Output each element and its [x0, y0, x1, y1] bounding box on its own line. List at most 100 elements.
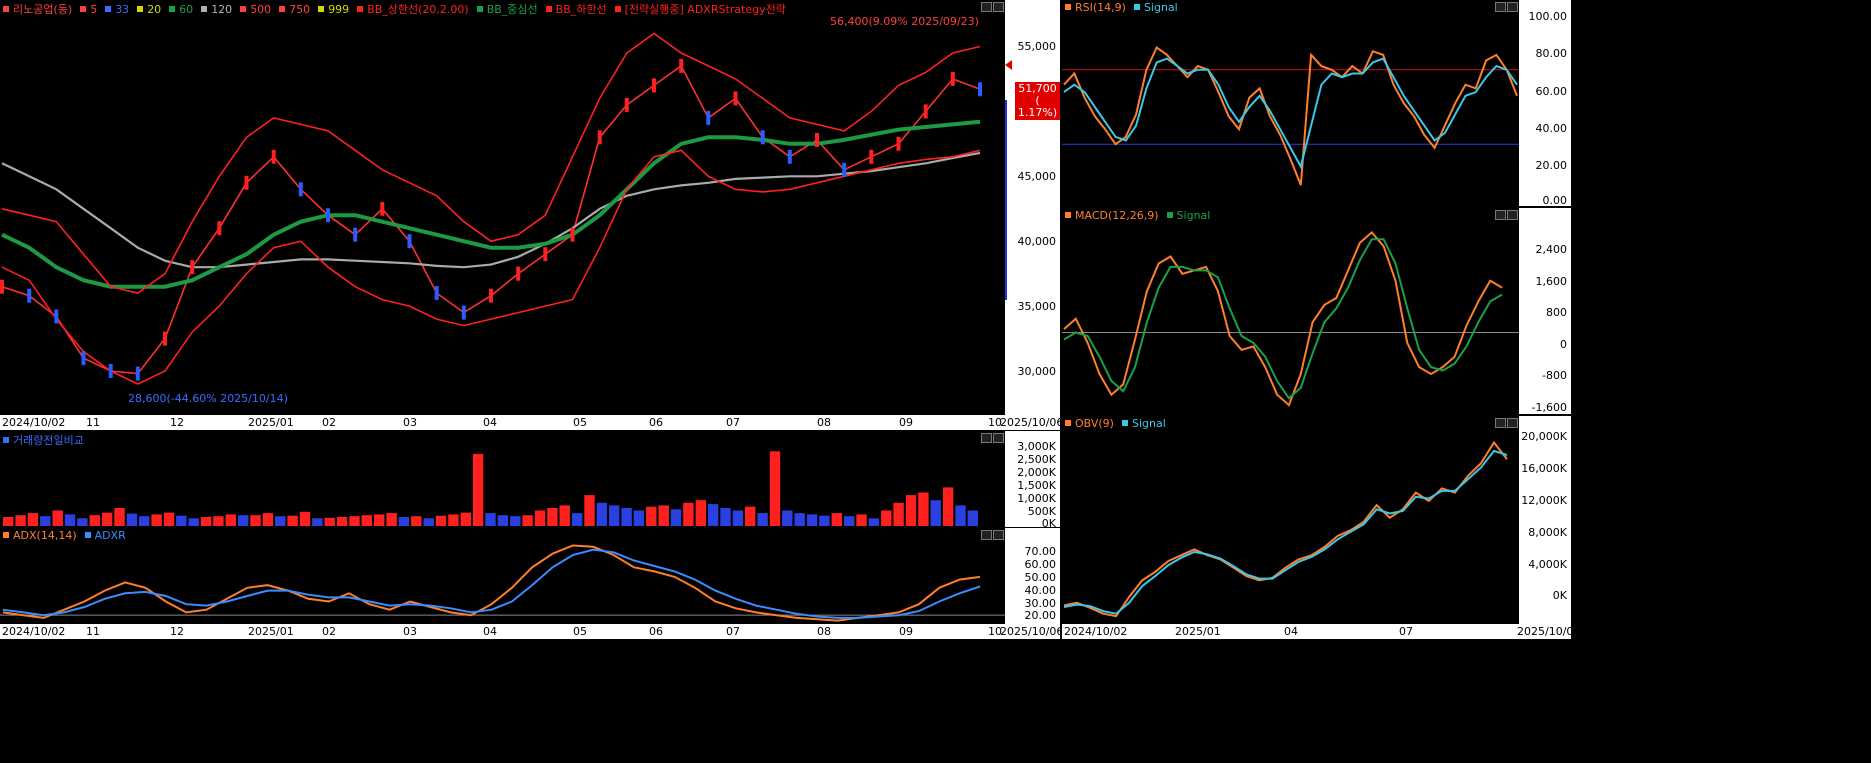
- volume-bar: [794, 513, 805, 526]
- volume-bar: [225, 514, 236, 526]
- y-tick-label: 40.00: [1535, 122, 1568, 135]
- volume-bar: [163, 512, 175, 526]
- volume-bar: [856, 514, 867, 526]
- volume-bar: [571, 513, 583, 526]
- adx-panel[interactable]: ADX(14,14) ADXR: [0, 528, 1005, 624]
- volume-bar: [139, 516, 150, 526]
- legend-swatch: [80, 6, 87, 12]
- current-change: ( 1.17%): [1017, 94, 1058, 119]
- legend-entry: OBV(9): [1065, 417, 1118, 430]
- legend-swatch: [1133, 4, 1140, 10]
- minimize-button[interactable]: [981, 433, 992, 443]
- volume-bar: [621, 508, 632, 526]
- volume-bar: [27, 513, 39, 526]
- candle: [108, 364, 113, 378]
- x-tick-label: 02: [322, 625, 336, 638]
- y-tick-label: 30.00: [1024, 597, 1057, 610]
- x-tick-label: 03: [403, 416, 417, 429]
- y-tick-label: 40,000: [1017, 235, 1057, 248]
- close-button[interactable]: [1507, 2, 1518, 12]
- price-chart-panel[interactable]: 리노공업(동) 5 33 20 60 120 500 750 999 BB_상한선(20,2.00…: [0, 0, 1005, 415]
- volume-bar: [188, 518, 199, 526]
- candle: [135, 366, 140, 381]
- close-button[interactable]: [993, 2, 1004, 12]
- adx-plot: [0, 544, 1005, 622]
- candle: [27, 288, 32, 303]
- obv-panel[interactable]: OBV(9) Signal: [1062, 416, 1519, 624]
- legend-entry: 리노공업(동): [3, 3, 76, 16]
- volume-bar: [646, 506, 657, 526]
- minimize-button[interactable]: [1495, 2, 1506, 12]
- volume-bar: [411, 516, 422, 526]
- minimize-button[interactable]: [981, 2, 992, 12]
- macd-panel[interactable]: MACD(12,26,9) Signal: [1062, 208, 1519, 414]
- y-tick-label: 800: [1546, 306, 1567, 319]
- y-tick-label: 4,000K: [1528, 558, 1567, 571]
- legend-entry: Signal: [1121, 417, 1170, 430]
- legend-swatch: [3, 532, 9, 538]
- volume-bar: [77, 518, 88, 526]
- minimize-button[interactable]: [1495, 418, 1506, 428]
- legend-swatch: [240, 6, 247, 12]
- series-line-1: [1063, 449, 1508, 615]
- x-tick-label: 07: [726, 625, 740, 638]
- volume-bar: [287, 515, 298, 526]
- rsi-panel[interactable]: RSI(14,9) Signal: [1062, 0, 1519, 206]
- volume-bar: [559, 505, 570, 526]
- price-axis-bar: [1005, 100, 1007, 300]
- legend-swatch: [1166, 212, 1173, 218]
- legend-label: 750: [289, 3, 311, 16]
- volume-bar: [213, 516, 224, 526]
- macd-plot: [1062, 230, 1519, 407]
- right-x-axis: 2024/10/02 2025/01 04 07 2025/10/06: [1062, 624, 1580, 639]
- series-line-3: [1, 32, 981, 294]
- legend-entry: 120: [201, 3, 236, 16]
- legend-swatch: [84, 532, 91, 538]
- legend-entry: ADX(14,14): [3, 529, 81, 542]
- legend-label: 120: [211, 3, 233, 16]
- volume-bar: [472, 453, 484, 526]
- volume-bar: [275, 516, 286, 526]
- candle: [950, 71, 955, 86]
- volume-bar: [930, 500, 941, 526]
- bottom-divider: [0, 639, 1871, 763]
- close-button[interactable]: [1507, 418, 1518, 428]
- candle: [489, 288, 493, 303]
- candle: [815, 132, 819, 147]
- y-tick-label: 12,000K: [1521, 494, 1567, 507]
- series-line-1: [1063, 238, 1503, 400]
- y-tick-label: 50.00: [1024, 571, 1057, 584]
- volume-panel[interactable]: 거래량전일비교: [0, 431, 1005, 527]
- volume-bar: [893, 502, 904, 526]
- close-button[interactable]: [1507, 210, 1518, 220]
- volume-bar: [695, 500, 706, 526]
- legend-entry: Signal: [1166, 209, 1215, 222]
- volume-bar: [633, 510, 645, 526]
- legend-label: Signal: [1176, 209, 1211, 222]
- legend-label: OBV(9): [1075, 417, 1114, 430]
- series-line-1: [1, 151, 981, 269]
- x-tick-label: 07: [1399, 625, 1413, 638]
- y-tick-label: 35,000: [1017, 300, 1057, 313]
- y-tick-label: -800: [1542, 369, 1567, 382]
- x-axis-end-label: 2025/10/06: [1000, 625, 1064, 638]
- minimize-button[interactable]: [981, 530, 992, 540]
- close-button[interactable]: [993, 530, 1004, 540]
- x-tick-label: 08: [817, 625, 831, 638]
- y-tick-label: 0K: [1041, 517, 1056, 530]
- x-tick-label: 04: [483, 416, 497, 429]
- x-tick-label: 11: [86, 416, 100, 429]
- legend-swatch: [105, 6, 112, 12]
- x-tick-label: 03: [403, 625, 417, 638]
- candle: [353, 227, 358, 242]
- rsi-y-axis: 100.00 80.00 60.00 40.00 20.00 0.00: [1519, 0, 1571, 207]
- volume-bar: [967, 510, 978, 526]
- candle: [163, 331, 167, 346]
- x-tick-label: 10: [988, 625, 1002, 638]
- close-button[interactable]: [993, 433, 1004, 443]
- minimize-button[interactable]: [1495, 210, 1506, 220]
- y-tick-label: 1,600: [1535, 275, 1568, 288]
- volume-bar: [918, 492, 929, 526]
- volume-bar: [324, 517, 335, 526]
